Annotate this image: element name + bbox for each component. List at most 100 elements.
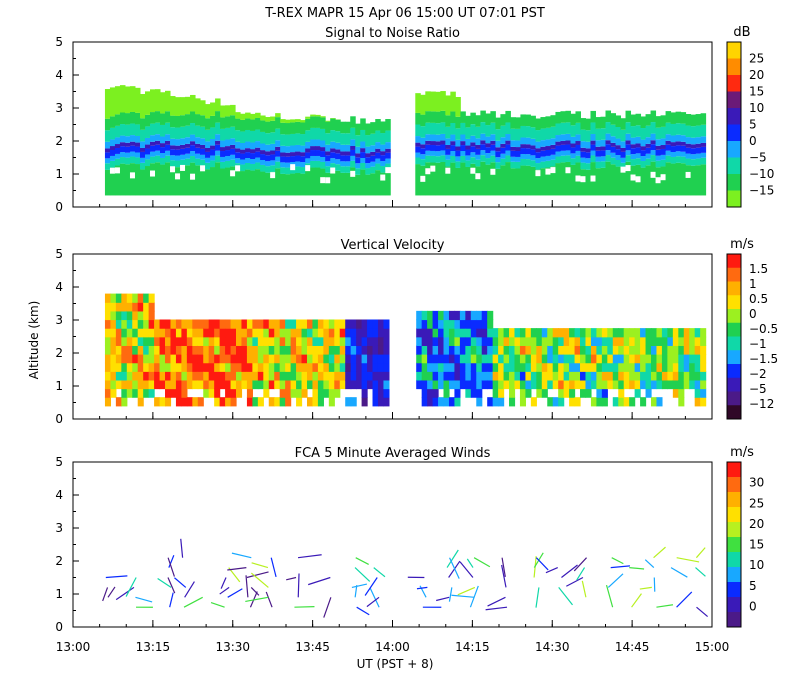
snr-cell bbox=[530, 145, 536, 150]
colorbar-label: 0.5 bbox=[749, 292, 768, 306]
snr-cell bbox=[380, 166, 386, 173]
snr-cell bbox=[475, 159, 481, 167]
snr-cell bbox=[545, 155, 551, 161]
vv-cell bbox=[443, 362, 450, 372]
vv-cell bbox=[306, 397, 314, 407]
vv-cell bbox=[536, 345, 543, 355]
snr-cell bbox=[200, 126, 206, 139]
vv-cell bbox=[225, 371, 232, 381]
snr-cell bbox=[260, 131, 266, 144]
wind-barb bbox=[157, 577, 172, 588]
vv-cell bbox=[274, 379, 281, 390]
snr-cell bbox=[510, 161, 516, 169]
snr-hole bbox=[445, 167, 452, 174]
colorbar-swatch bbox=[727, 522, 741, 538]
vv-cell bbox=[236, 354, 243, 364]
vv-cell bbox=[323, 319, 330, 329]
snr-cell bbox=[225, 116, 231, 128]
vv-cell bbox=[361, 397, 368, 407]
snr-cell bbox=[590, 122, 596, 135]
snr-cell bbox=[660, 154, 667, 160]
wind-barb bbox=[364, 577, 378, 596]
snr-cell bbox=[465, 155, 471, 161]
snr-cell bbox=[440, 133, 446, 141]
vv-cell bbox=[476, 319, 483, 329]
vv-cell bbox=[470, 328, 477, 338]
vv-cell bbox=[661, 379, 668, 390]
vv-cell bbox=[694, 354, 701, 364]
snr-cell bbox=[540, 168, 546, 196]
snr-cell bbox=[280, 162, 286, 168]
snr-cell bbox=[104, 148, 111, 153]
vv-cell bbox=[519, 397, 527, 407]
snr-cell bbox=[605, 155, 612, 162]
vv-cell bbox=[274, 354, 281, 364]
snr-cell bbox=[445, 154, 451, 160]
snr-cell bbox=[535, 152, 541, 159]
snr-cell bbox=[385, 163, 391, 171]
snr-cell bbox=[330, 130, 336, 142]
snr-cell bbox=[495, 157, 501, 163]
snr-cell bbox=[565, 150, 571, 156]
vv-cell bbox=[689, 345, 696, 355]
vv-cell bbox=[219, 328, 226, 338]
vv-cell bbox=[159, 379, 166, 390]
vv-cell bbox=[230, 379, 237, 390]
snr-cell bbox=[645, 165, 652, 196]
vv-cell bbox=[421, 328, 428, 338]
vv-cell bbox=[509, 379, 516, 390]
vv-cell bbox=[312, 354, 319, 364]
vv-cell bbox=[498, 379, 505, 390]
vv-cell bbox=[214, 336, 221, 346]
snr-cell bbox=[460, 141, 466, 146]
snr-cell bbox=[210, 138, 216, 146]
vv-cell bbox=[296, 362, 303, 372]
snr-cell bbox=[615, 145, 622, 150]
snr-cell bbox=[104, 169, 111, 196]
wind-barb bbox=[605, 584, 614, 608]
vv-cell bbox=[558, 397, 565, 407]
vv-cell bbox=[607, 345, 614, 355]
snr-cell bbox=[200, 100, 206, 116]
snr-cell bbox=[580, 169, 586, 196]
snr-cell bbox=[535, 158, 541, 164]
snr-cell bbox=[290, 156, 296, 163]
vv-cell bbox=[438, 379, 445, 390]
snr-cell bbox=[670, 156, 677, 164]
snr-cell bbox=[375, 130, 381, 143]
snr-cell bbox=[585, 130, 591, 142]
vv-cell bbox=[257, 354, 264, 364]
vv-cell bbox=[121, 397, 128, 407]
snr-cell bbox=[510, 128, 516, 141]
vv-cell bbox=[132, 319, 139, 329]
snr-cell bbox=[210, 102, 216, 116]
snr-cell bbox=[490, 122, 496, 135]
snr-hole bbox=[325, 177, 332, 184]
wind-barb bbox=[373, 567, 386, 578]
snr-cell bbox=[265, 166, 271, 173]
snr-cell bbox=[225, 105, 231, 117]
vv-cell bbox=[421, 319, 428, 329]
vv-cell bbox=[214, 328, 221, 338]
vv-cell bbox=[601, 328, 608, 338]
vv-cell bbox=[574, 379, 581, 390]
vv-cell bbox=[263, 336, 270, 346]
vv-cell bbox=[514, 362, 521, 372]
vv-cell bbox=[678, 371, 685, 381]
snr-cell bbox=[635, 136, 642, 144]
vv-cell bbox=[569, 345, 576, 355]
snr-cell bbox=[595, 128, 601, 141]
colorbar-swatch bbox=[727, 552, 741, 568]
vv-cell bbox=[225, 336, 232, 346]
snr-cell bbox=[165, 122, 171, 135]
wind-barb bbox=[356, 606, 370, 616]
snr-cell bbox=[330, 148, 336, 153]
plot-frame bbox=[72, 461, 713, 628]
snr-cell bbox=[265, 172, 271, 196]
snr-cell bbox=[505, 144, 511, 151]
vv-cell bbox=[541, 371, 548, 381]
vv-cell bbox=[634, 371, 641, 381]
vv-cell bbox=[165, 397, 172, 407]
snr-cell bbox=[700, 164, 707, 196]
